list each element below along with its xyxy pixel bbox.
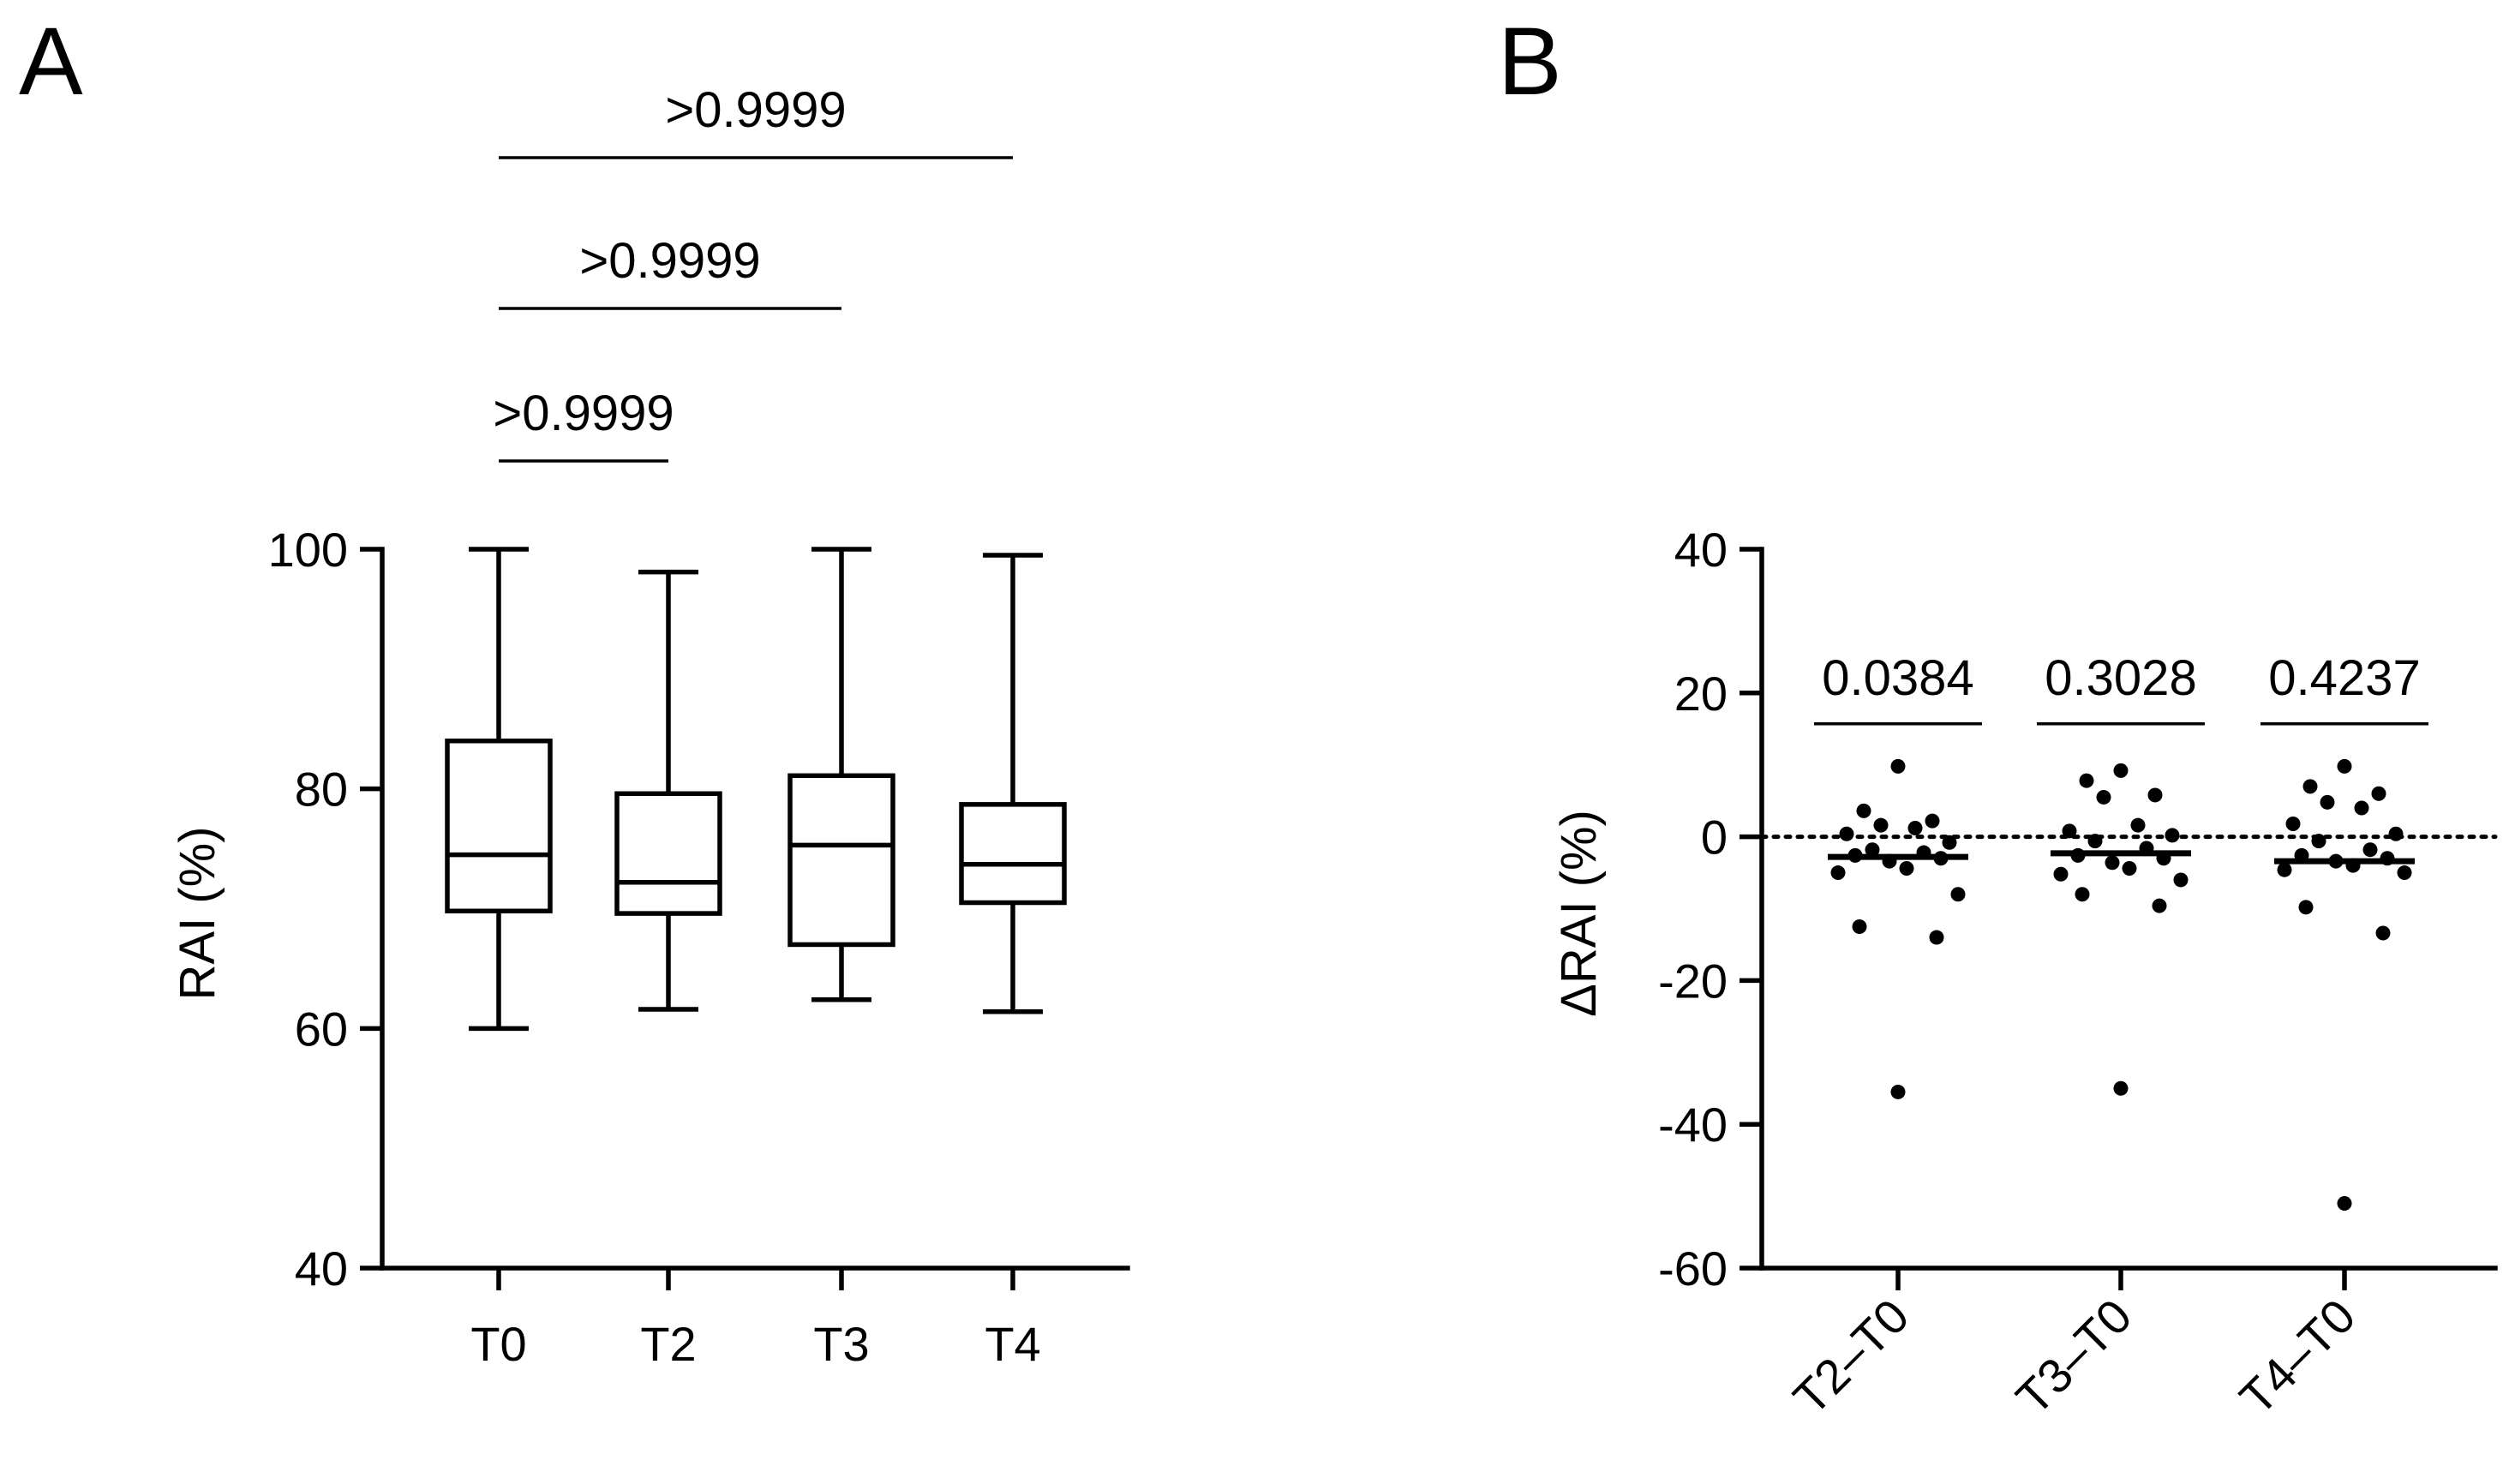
panel-b-x-tick-label: T4–T0 bbox=[2229, 1289, 2365, 1425]
panel-a-x-tick-label: T2 bbox=[640, 1317, 696, 1371]
panel-b-data-point bbox=[2165, 828, 2180, 843]
panel-a-iqr-box bbox=[787, 773, 895, 948]
panel-a-x-tick-label: T3 bbox=[813, 1317, 869, 1371]
panel-a-iqr-box bbox=[614, 791, 722, 916]
panel-a-box-t3 bbox=[787, 547, 895, 1002]
panel-a-comparison-p-value: >0.9999 bbox=[493, 386, 674, 441]
panel-b-y-tick-label: 40 bbox=[1674, 523, 1728, 577]
panel-a-y-tick-label: 100 bbox=[268, 523, 348, 577]
panel-b-y-axis-title: ΔRAI (%) bbox=[1551, 810, 1607, 1017]
panel-b-data-point bbox=[2087, 834, 2103, 849]
panel-a-comparison-p-value: >0.9999 bbox=[579, 233, 760, 289]
panel-b-data-point bbox=[2079, 773, 2094, 788]
panel-b-data-point bbox=[1856, 803, 1871, 818]
panel-b-data-point bbox=[2173, 872, 2189, 888]
panel-b-data-point bbox=[2147, 787, 2163, 803]
panel-a-axes: 40 60 80 100 T0 T2 T3 T4 bbox=[268, 523, 1130, 1371]
panel-b-data-point bbox=[2130, 817, 2146, 833]
panel-b-data-point bbox=[1852, 919, 1867, 934]
panel-b-scatter: B ΔRAI (%) -60 -40 -20 0 20 40 T2–T0 T3–T0 T4–T0… bbox=[1498, 8, 2498, 1425]
panel-b-x-tick-label: T2–T0 bbox=[1782, 1289, 1919, 1425]
panel-b-data-point bbox=[2320, 794, 2335, 810]
panel-b-data-point bbox=[1890, 1084, 1906, 1099]
panel-b-data-point bbox=[2388, 826, 2404, 841]
panel-a-comparisons: >0.9999 >0.9999 >0.9999 bbox=[493, 82, 1013, 463]
panel-b-data-point bbox=[1830, 865, 1846, 881]
panel-b-data-point bbox=[2375, 925, 2391, 941]
panel-b-data-point bbox=[2062, 823, 2077, 839]
panel-a-label: A bbox=[19, 8, 83, 115]
panel-b-data-point bbox=[2075, 887, 2090, 902]
panel-b-series-1: 0.0384 bbox=[1814, 650, 1982, 1099]
panel-b-y-tick-label: -40 bbox=[1658, 1098, 1728, 1152]
panel-b-data-point bbox=[2397, 865, 2412, 881]
panel-b-data-point bbox=[1890, 758, 1906, 774]
panel-a-iqr-box bbox=[959, 802, 1067, 906]
panel-b-p-value-label: 0.0384 bbox=[1822, 650, 1973, 706]
panel-b-x-tick-label: T3–T0 bbox=[2005, 1289, 2141, 1425]
panel-b-y-tick-label: -60 bbox=[1658, 1242, 1728, 1296]
panel-b-p-value-label: 0.3028 bbox=[2045, 650, 2196, 706]
panel-b-data-point bbox=[2096, 789, 2111, 805]
panel-b-data-point bbox=[2298, 900, 2314, 915]
panel-a-box-t4 bbox=[959, 553, 1067, 1014]
panel-b-data-point bbox=[1925, 813, 1940, 829]
panel-b-y-tick-label: -20 bbox=[1658, 954, 1728, 1008]
panel-a-x-tick-label: T0 bbox=[470, 1317, 526, 1371]
panel-b-data-point bbox=[1929, 930, 1944, 945]
panel-b-y-tick-label: 20 bbox=[1674, 667, 1728, 721]
panel-b-data-point bbox=[1950, 887, 1966, 902]
panel-a-x-tick-label: T4 bbox=[985, 1317, 1040, 1371]
panel-b-y-tick-label: 0 bbox=[1701, 811, 1728, 865]
panel-a-boxes bbox=[445, 547, 1067, 1032]
panel-b-data-point bbox=[2053, 866, 2069, 882]
panel-a-box-t2 bbox=[614, 569, 722, 1012]
panel-b-p-value-label: 0.4237 bbox=[2268, 650, 2420, 706]
panel-b-data-point bbox=[1839, 826, 1854, 841]
panel-b-data-point bbox=[1899, 861, 1914, 877]
panel-b-data-point bbox=[2354, 800, 2369, 816]
panel-b-data-point bbox=[2337, 758, 2352, 774]
panel-b-data-point bbox=[2105, 855, 2120, 871]
panel-b-series: 0.0384 0.3028 0.4237 bbox=[1814, 650, 2428, 1211]
panel-a-iqr-box bbox=[445, 738, 553, 914]
panel-b-data-point bbox=[2122, 861, 2137, 877]
panel-b-data-point bbox=[2113, 1080, 2129, 1096]
panel-b-series-3: 0.4237 bbox=[2260, 650, 2428, 1211]
panel-b-data-point bbox=[2302, 779, 2318, 794]
panel-b-data-point bbox=[1873, 817, 1889, 833]
panel-a-y-tick-label: 40 bbox=[295, 1242, 348, 1296]
panel-b-data-point bbox=[1907, 821, 1923, 836]
panel-a-comparison-p-value: >0.9999 bbox=[665, 82, 846, 138]
panel-b-data-point bbox=[1942, 835, 1957, 850]
panel-b-data-point bbox=[2277, 862, 2292, 877]
panel-b-data-point bbox=[2311, 834, 2326, 849]
panel-a-y-tick-label: 80 bbox=[295, 763, 348, 817]
panel-a-box-t0 bbox=[445, 547, 553, 1032]
panel-b-data-point bbox=[2152, 898, 2167, 913]
panel-b-data-point bbox=[2285, 816, 2301, 831]
panel-b-data-point bbox=[2113, 763, 2129, 778]
panel-b-data-point bbox=[2362, 842, 2378, 858]
panel-b-series-2: 0.3028 bbox=[2037, 650, 2205, 1096]
panel-b-data-point bbox=[1865, 842, 1880, 858]
panel-b-data-point bbox=[2337, 1195, 2352, 1211]
panel-b-data-point bbox=[2371, 786, 2386, 801]
panel-b-label: B bbox=[1498, 8, 1562, 115]
panel-a-y-tick-label: 60 bbox=[295, 1002, 348, 1056]
panel-a-y-axis-title: RAI (%) bbox=[170, 827, 225, 1001]
